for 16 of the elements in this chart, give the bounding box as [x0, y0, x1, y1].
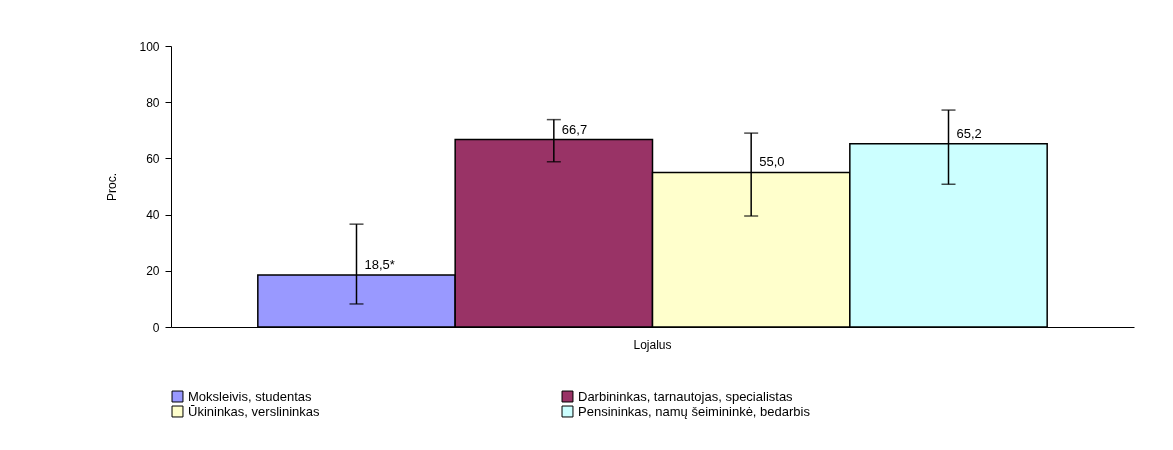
x-tick-label: Lojalus	[633, 337, 672, 352]
y-axis-title: Proc.	[105, 172, 120, 202]
y-tick-label: 20	[146, 264, 160, 279]
y-tick-label: 40	[146, 208, 160, 223]
data-label: 66,7	[561, 121, 588, 137]
y-tick-label: 0	[152, 320, 160, 335]
data-label: 65,2	[956, 125, 982, 141]
legend-label: Ūkininkas, verslininkas	[188, 403, 320, 419]
y-tick-label: 80	[146, 95, 160, 110]
y-tick-label: 100	[139, 39, 160, 54]
data-label: 18,5*	[364, 257, 395, 273]
legend-label: Moksleivis, studentas	[188, 388, 313, 404]
data-label: 55,0	[759, 154, 785, 170]
legend-label: Darbininkas, tarnautojas, specialistas	[578, 388, 794, 404]
legend-label: Pensininkas, namų šeimininkė, bedarbis	[578, 403, 811, 419]
y-tick-label: 60	[146, 151, 160, 166]
